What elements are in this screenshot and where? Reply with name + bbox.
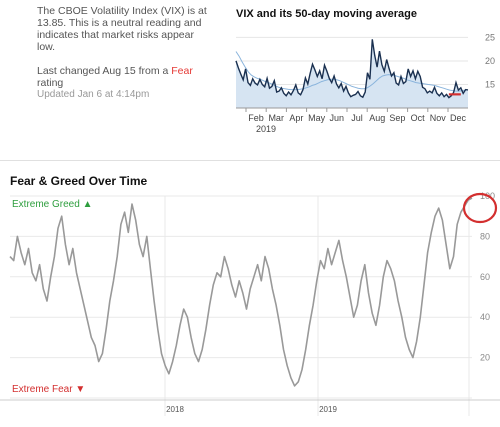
vix-x-tick-label: Jul	[351, 113, 363, 123]
vix-x-axis-label: 2019	[256, 124, 276, 134]
vix-y-tick-label: 15	[485, 79, 495, 89]
section-divider	[0, 160, 500, 161]
fg-x-tick-label: 2019	[319, 405, 337, 414]
fg-y-tick-label: 80	[480, 231, 490, 241]
vix-x-tick-label: Oct	[411, 113, 426, 123]
vix-x-tick-label: Nov	[430, 113, 447, 123]
fg-x-tick-label: 2018	[166, 405, 184, 414]
vix-chart: 15 20 25 Feb Mar Apr May Jun Jul Aug Sep Oct Nov Dec 2…	[235, 32, 495, 134]
vix-chart-title: VIX and its 50-day moving average	[236, 8, 417, 20]
vix-y-tick-label: 20	[485, 56, 495, 66]
last-changed-prefix: Last changed Aug 15 from a	[37, 65, 169, 77]
vix-summary: The CBOE Volatility Index (VIX) is at 13…	[37, 5, 212, 101]
fg-y-tick-label: 60	[480, 272, 490, 282]
highlight-circle	[462, 192, 498, 224]
fg-line	[9, 197, 473, 387]
last-changed-suffix: rating	[37, 77, 64, 89]
vix-x-tick-label: Sep	[389, 113, 405, 123]
vix-x-tick-label: Feb	[248, 113, 264, 123]
vix-x-tick-label: Jun	[330, 113, 345, 123]
vix-updated-timestamp: Updated Jan 6 at 4:14pm	[37, 89, 150, 100]
triangle-down-icon: ▼	[75, 384, 86, 395]
fear-rating-link[interactable]: Fear	[171, 65, 193, 77]
fg-y-tick-label: 40	[480, 312, 490, 322]
extreme-fear-text: Extreme Fear	[12, 384, 73, 395]
vix-x-tick-label: Apr	[289, 113, 303, 123]
vix-y-tick-label: 25	[485, 32, 495, 42]
extreme-greed-text: Extreme Greed	[12, 199, 80, 210]
vix-x-tick-label: Mar	[268, 113, 284, 123]
extreme-fear-label: Extreme Fear ▼	[12, 384, 85, 395]
vix-x-tick-label: May	[308, 113, 326, 123]
extreme-greed-label: Extreme Greed ▲	[12, 199, 93, 210]
triangle-up-icon: ▲	[82, 199, 93, 210]
vix-x-tick-label: Dec	[450, 113, 467, 123]
vix-last-changed: Last changed Aug 15 from a Fear rating	[37, 65, 212, 89]
vix-line	[235, 39, 469, 99]
vix-x-tick-label: Aug	[369, 113, 385, 123]
vix-description: The CBOE Volatility Index (VIX) is at 13…	[37, 5, 207, 53]
fear-greed-title: Fear & Greed Over Time	[10, 174, 148, 188]
fg-y-tick-label: 20	[480, 353, 490, 363]
